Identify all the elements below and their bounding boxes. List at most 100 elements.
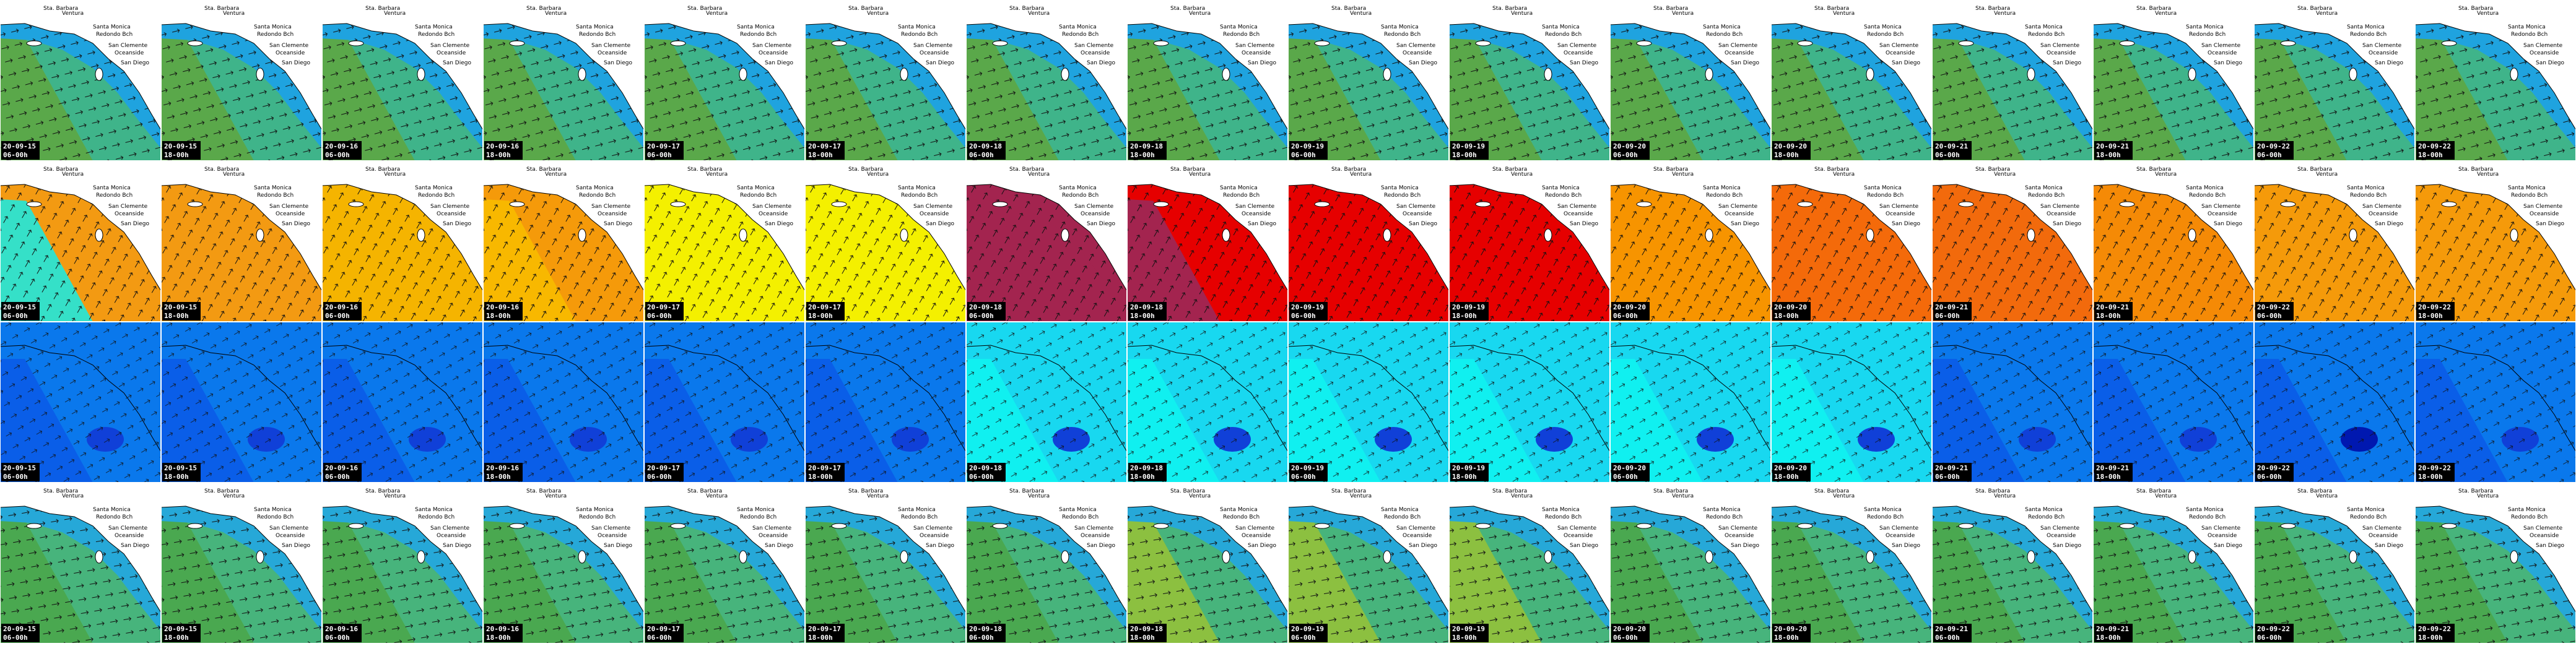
date-label: 20-09-22 [2418, 142, 2451, 150]
time-label: 06-00h [647, 634, 672, 642]
date-label: 20-09-18 [1130, 142, 1163, 150]
timestamp-bg [1772, 302, 1811, 321]
time-label: 18-00h [1774, 312, 1799, 320]
place-label: Oceanside [2530, 211, 2559, 217]
island [992, 40, 1008, 46]
date-label: 20-09-21 [1935, 625, 1968, 633]
place-label: San Clemente [108, 204, 148, 210]
place-label: Redondo Bch [96, 514, 133, 520]
date-label: 20-09-16 [486, 142, 519, 150]
place-label: Ventura [1350, 493, 1372, 499]
place-label: San Clemente [1557, 204, 1597, 210]
date-label: 20-09-21 [2096, 303, 2129, 311]
timestamp-bg [1611, 624, 1650, 642]
place-label: Sta. Barbara [1170, 6, 1205, 12]
island [1866, 228, 1874, 242]
island [1797, 523, 1813, 529]
place-label: Oceanside [920, 211, 949, 217]
island [1475, 201, 1491, 207]
date-label: 20-09-16 [486, 625, 519, 633]
time-label: 18-00h [1130, 151, 1155, 159]
time-label: 06-00h [1935, 312, 1960, 320]
wind-arrows [2254, 322, 2415, 483]
place-label: Redondo Bch [2189, 514, 2226, 520]
place-label: San Diego [2214, 543, 2242, 549]
place-label: Ventura [62, 171, 84, 178]
place-label: Santa Monica [1864, 24, 1902, 30]
island [2119, 201, 2135, 207]
place-label: San Diego [926, 60, 954, 66]
place-label: San Diego [443, 60, 471, 66]
time-label: 06-00h [1291, 634, 1316, 642]
island [1061, 550, 1069, 564]
island [1636, 523, 1652, 529]
place-label: San Diego [1409, 60, 1437, 66]
timestamp-bg [2255, 302, 2294, 321]
place-label: San Diego [2536, 60, 2564, 66]
place-label: Sta. Barbara [2458, 488, 2493, 494]
island [1383, 228, 1391, 242]
place-label: Oceanside [2047, 50, 2076, 56]
time-label: 06-00h [1291, 312, 1316, 320]
place-label: Santa Monica [1703, 185, 1741, 191]
timestamp-bg [2094, 141, 2133, 160]
time-label: 18-00h [2096, 151, 2121, 159]
date-label: 20-09-21 [1935, 142, 1968, 150]
time-label: 18-00h [808, 312, 833, 320]
island [2349, 550, 2357, 564]
timestamp-bg [323, 463, 362, 481]
place-label: Sta. Barbara [1814, 6, 1849, 12]
place-label: Santa Monica [1864, 185, 1902, 191]
timestamp-bg [2255, 463, 2294, 481]
time-label: 06-00h [969, 312, 994, 320]
place-label: Ventura [1994, 11, 2016, 17]
date-label: 20-09-19 [1291, 464, 1324, 472]
place-label: San Clemente [2362, 204, 2402, 210]
place-label: Santa Monica [898, 185, 936, 191]
place-label: Sta. Barbara [848, 488, 883, 494]
island [256, 67, 264, 81]
place-label: Santa Monica [2347, 185, 2385, 191]
date-label: 20-09-21 [2096, 142, 2129, 150]
island [2280, 523, 2296, 529]
island [900, 67, 908, 81]
time-label: 06-00h [325, 473, 350, 481]
place-label: Santa Monica [254, 24, 292, 30]
place-label: Redondo Bch [257, 32, 294, 38]
timestamp-bg [967, 463, 1006, 481]
island [1222, 67, 1230, 81]
place-label: San Diego [1087, 221, 1115, 227]
time-label: 18-00h [1774, 473, 1799, 481]
place-label: San Diego [1409, 221, 1437, 227]
timestamp-bg [2255, 141, 2294, 160]
place-label: Sta. Barbara [2458, 166, 2493, 173]
place-label: Sta. Barbara [1653, 166, 1688, 173]
wind-arrows [483, 322, 644, 483]
timestamp-bg [484, 302, 523, 321]
island [417, 67, 425, 81]
place-label: Santa Monica [1059, 507, 1097, 513]
place-label: Santa Monica [415, 24, 453, 30]
timestamp-bg [484, 141, 523, 160]
place-label: San Diego [765, 543, 793, 549]
place-label: San Diego [1248, 543, 1276, 549]
place-label: Oceanside [1242, 533, 1271, 539]
island [1222, 228, 1230, 242]
place-label: Sta. Barbara [687, 488, 722, 494]
date-label: 20-09-16 [486, 303, 519, 311]
place-label: Oceanside [1725, 50, 1754, 56]
place-label: Santa Monica [1220, 185, 1258, 191]
